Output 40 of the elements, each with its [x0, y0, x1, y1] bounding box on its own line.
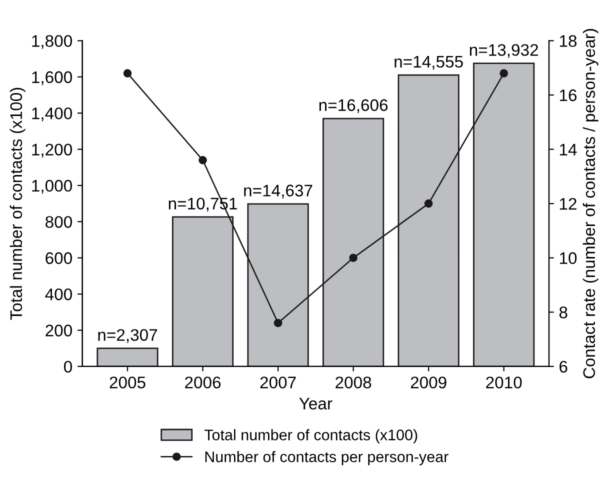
- y2-axis-title: Contact rate (number of contacts / person-year): [582, 29, 598, 378]
- y-tick-label: 1,200: [32, 144, 72, 158]
- point: [123, 69, 132, 78]
- y2-tick-label: 6: [560, 360, 568, 373]
- y-tick-label: 600: [46, 252, 72, 264]
- legend-label: Total number of contacts (x100): [204, 429, 418, 444]
- point: [500, 69, 508, 78]
- x-tick-label: 2009: [410, 376, 446, 388]
- point: [198, 156, 207, 164]
- y2-tick-label: 12: [560, 198, 576, 210]
- y2-tick-label: 10: [560, 252, 577, 264]
- y-tick-label: 200: [46, 324, 72, 336]
- y2-tick-label: 14: [560, 144, 577, 156]
- annotation: n=16,606: [319, 99, 388, 114]
- annotation: n=14,555: [394, 56, 463, 70]
- x-tick-label: 2007: [260, 376, 296, 388]
- y2-tick-label: 16: [560, 89, 577, 102]
- x-tick-label: 2010: [486, 376, 522, 388]
- annotation: n=2,307: [98, 329, 158, 343]
- y-tick-label: 0: [64, 360, 72, 373]
- x-tick-label: 2006: [185, 376, 221, 388]
- y-tick-label: 800: [46, 216, 72, 228]
- bar: [96, 348, 158, 366]
- x-tick-label: 2008: [336, 376, 372, 388]
- y2-tick-label: 18: [560, 35, 577, 47]
- x-axis-title: Year: [299, 398, 332, 410]
- y-tick-label: 400: [45, 288, 72, 300]
- y-tick-label: 1,000: [32, 180, 72, 194]
- legend-label: Number of contacts per person-year: [205, 451, 448, 466]
- annotation: n=14,637: [244, 184, 312, 198]
- y-tick-label: 1,600: [32, 71, 72, 86]
- annotation: n=13,932: [470, 44, 538, 58]
- point: [424, 199, 433, 208]
- y-axis-title: Total number of contacts (x100): [10, 88, 26, 320]
- y-tick-label: 1,400: [32, 108, 72, 122]
- point: [274, 318, 282, 328]
- y2-tick-label: 8: [559, 306, 568, 318]
- point: [349, 254, 358, 262]
- y-tick-label: 1,800: [32, 35, 72, 49]
- x-tick-label: 2005: [110, 376, 146, 388]
